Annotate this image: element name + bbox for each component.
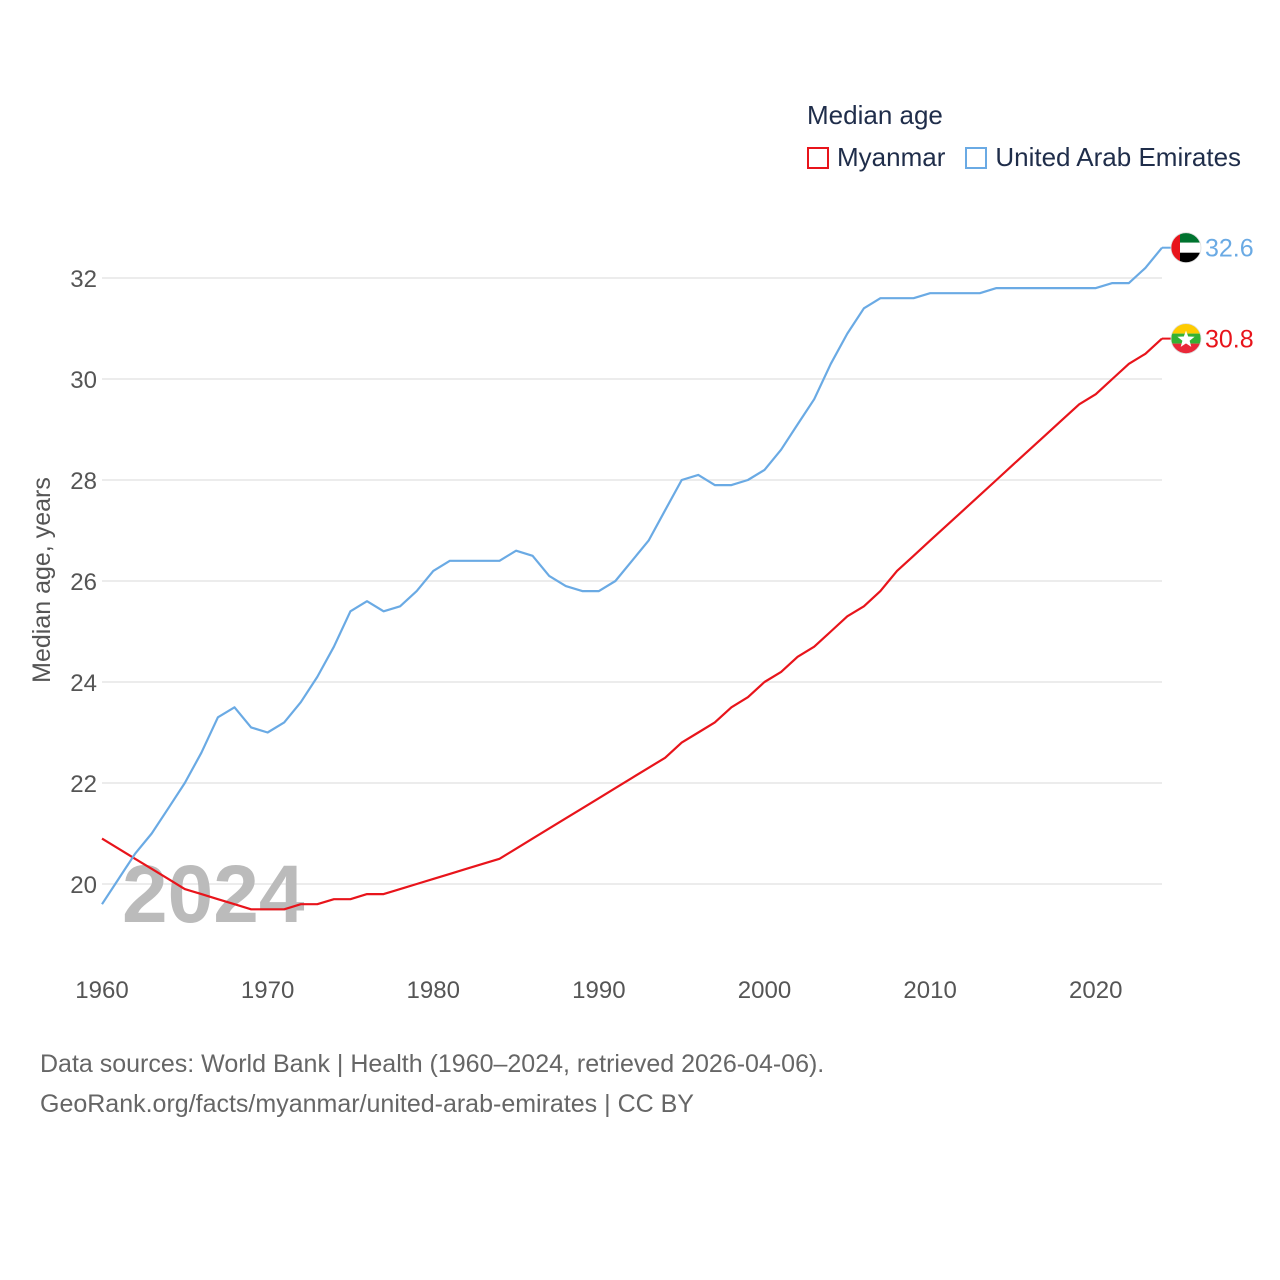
y-tick-label-30: 30 bbox=[70, 367, 97, 394]
legend: Myanmar United Arab Emirates bbox=[807, 142, 1261, 173]
x-tick-label-2010: 2010 bbox=[903, 977, 956, 1004]
y-tick-label-32: 32 bbox=[70, 266, 97, 293]
y-tick-label-22: 22 bbox=[70, 771, 97, 798]
legend-title: Median age bbox=[807, 100, 943, 130]
legend-swatch-uae bbox=[965, 146, 988, 169]
gridlines bbox=[102, 277, 1162, 885]
y-tick-label-28: 28 bbox=[70, 468, 97, 495]
legend-label-uae: United Arab Emirates bbox=[995, 142, 1242, 172]
end-label-myanmar: 30.8 bbox=[1205, 326, 1254, 354]
x-tick-label-1970: 1970 bbox=[241, 977, 294, 1004]
myanmar-flag-icon bbox=[1170, 323, 1202, 355]
x-tick-label-1960: 1960 bbox=[75, 977, 128, 1004]
end-labels: 30.8 32.6 bbox=[1162, 232, 1254, 355]
data-sources-text: Data sources: World Bank | Health (1960–… bbox=[40, 1050, 825, 1078]
legend-item-uae[interactable]: United Arab Emirates bbox=[965, 142, 1241, 173]
legend-item-myanmar[interactable]: Myanmar bbox=[807, 142, 945, 173]
footer: Data sources: World Bank | Health (1960–… bbox=[40, 1044, 824, 1124]
series-line-myanmar bbox=[101, 337, 1163, 911]
y-tick-label-20: 20 bbox=[70, 872, 97, 899]
y-tick-label-24: 24 bbox=[70, 670, 97, 697]
legend-swatch-myanmar bbox=[807, 146, 829, 169]
year-watermark: 2024 bbox=[122, 849, 305, 940]
series-line-united-arab-emirates bbox=[101, 247, 1163, 905]
y-axis-title: Median age, years bbox=[28, 477, 56, 683]
x-tick-label-1990: 1990 bbox=[572, 977, 625, 1004]
x-tick-label-2000: 2000 bbox=[738, 977, 791, 1004]
y-tick-label-26: 26 bbox=[70, 569, 97, 596]
uae-flag-icon bbox=[1170, 232, 1202, 264]
x-tick-label-1980: 1980 bbox=[407, 977, 460, 1004]
source-link[interactable]: GeoRank.org/facts/myanmar/united-arab-em… bbox=[40, 1090, 694, 1118]
legend-label-myanmar: Myanmar bbox=[837, 142, 946, 172]
end-label-united-arab-emirates: 32.6 bbox=[1205, 235, 1254, 263]
series-lines bbox=[101, 247, 1163, 911]
y-axis-ticks: 20 22 24 26 28 30 32 bbox=[70, 266, 97, 899]
x-tick-label-2020: 2020 bbox=[1069, 977, 1122, 1004]
x-axis-ticks: 1960 1970 1980 1990 2000 2010 2020 bbox=[75, 977, 1122, 1004]
